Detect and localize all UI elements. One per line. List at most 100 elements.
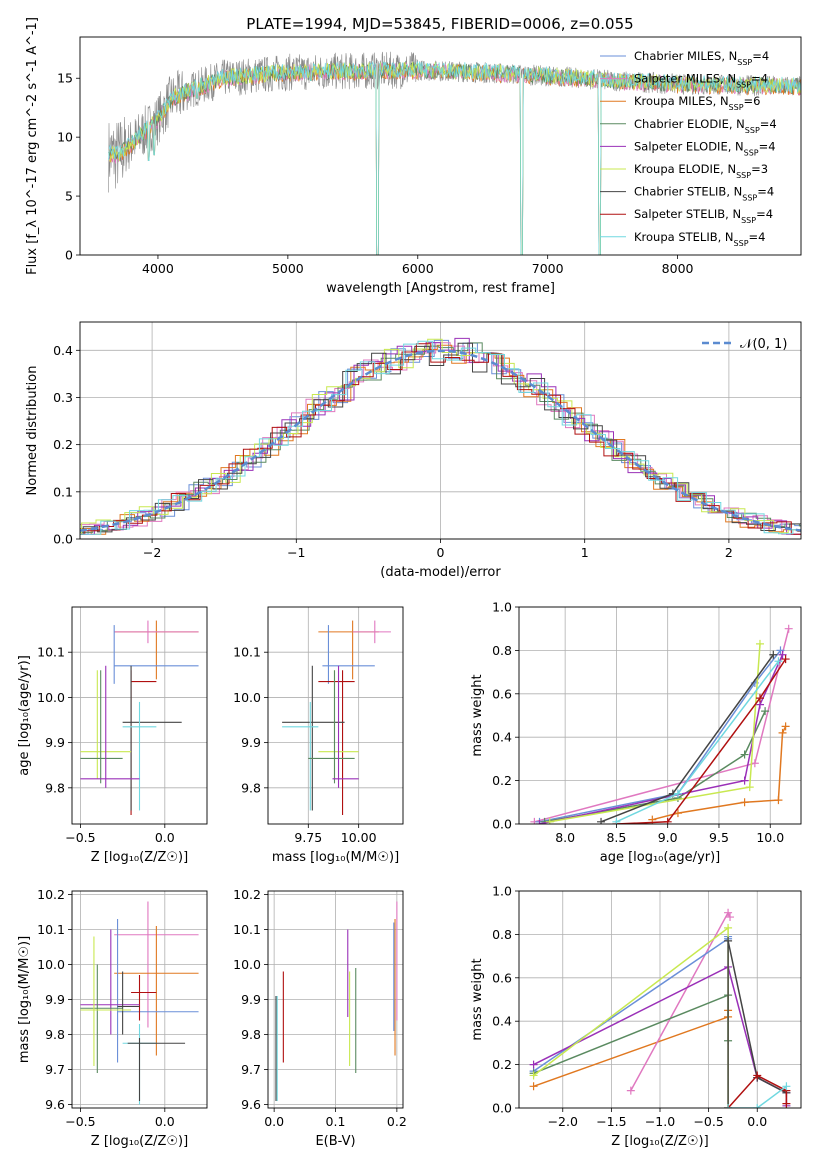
weight-point-marker bbox=[782, 1082, 791, 1091]
legend-label: Chabrier ELODIE, NSSP=4 bbox=[634, 117, 777, 135]
age_vs_Z-ytick-label: 9.9 bbox=[45, 735, 65, 750]
weight_vs_age-ytick-label: 0.4 bbox=[492, 730, 512, 745]
weight_vs_Z-frame bbox=[518, 890, 802, 1109]
weight-point-marker bbox=[774, 657, 783, 666]
weight-point-marker bbox=[740, 776, 749, 785]
residuals-xtick-label: 0 bbox=[437, 545, 445, 560]
spectrum-frame bbox=[79, 36, 802, 256]
mass_vs_Z-panel: −0.5 0.0 9.6 9.7 9.8 9.9 10.0 10.1 10.2 Z [log₁₀(… bbox=[17, 887, 208, 1149]
weight-point-marker bbox=[778, 650, 787, 659]
legend-label: Kroupa MILES, NSSP=6 bbox=[634, 94, 760, 112]
weight-point-marker bbox=[753, 1104, 762, 1108]
weight_vs_Z-plot-area bbox=[529, 908, 791, 1108]
weight-point-marker bbox=[781, 722, 790, 731]
age_vs_mass-ytick-label: 10.0 bbox=[233, 690, 261, 705]
mass_vs_ebv-frame bbox=[267, 890, 404, 1109]
weight-point-marker bbox=[673, 789, 682, 798]
weight_vs_Z-xtick-label: 0.0 bbox=[747, 1114, 767, 1129]
weight-point-marker bbox=[724, 936, 733, 945]
weight-point-marker bbox=[784, 624, 793, 633]
weight_vs_age-xtick-label: 9.5 bbox=[709, 830, 729, 845]
residuals-plot-area bbox=[80, 337, 801, 535]
legend-label: Salpeter MILES, NSSP=4 bbox=[634, 72, 768, 90]
residuals-panel: −2 −1 0 1 2 0.0 0.1 0.2 0.3 0.4 (data-model)/error… bbox=[25, 321, 802, 580]
weight-series-line bbox=[727, 940, 787, 1108]
mass_vs_Z-frame bbox=[71, 890, 208, 1109]
spectrum-xtick-label: 4000 bbox=[142, 261, 174, 276]
weight-point-marker bbox=[740, 750, 749, 759]
spectrum-ytick-label: 15 bbox=[57, 71, 73, 86]
residuals-xtick-label: −1 bbox=[287, 545, 305, 560]
mass_vs_Z-ytick-label: 9.8 bbox=[45, 1027, 65, 1042]
weight-point-marker bbox=[724, 923, 733, 932]
weight-point-marker bbox=[782, 1099, 791, 1108]
weight_vs_age-panel: 8.0 8.5 9.0 9.5 10.0 0.0 0.2 0.4 0.6 0.8 1.0 age [l… bbox=[470, 600, 802, 865]
mass_vs_Z-ytick-label: 10.2 bbox=[37, 887, 65, 902]
weight-point-marker bbox=[597, 817, 606, 824]
weight_vs_Z-panel: −2.0 −1.5 −1.0 −0.5 0.0 0.0 0.2 0.4 0.6 0.8 1.0 Z [… bbox=[470, 884, 802, 1149]
spectrum-ytick-label: 0 bbox=[65, 248, 73, 263]
age_vs_mass-ytick-label: 9.9 bbox=[241, 735, 261, 750]
weight_vs_age-xtick-label: 8.0 bbox=[555, 830, 575, 845]
spectrum-xtick-label: 7000 bbox=[532, 261, 564, 276]
weight-point-marker bbox=[740, 798, 749, 807]
mass_vs_ebv-ytick-label: 10.2 bbox=[233, 887, 261, 902]
age_vs_Z-ytick-label: 10.0 bbox=[37, 690, 65, 705]
weight-point-marker bbox=[781, 655, 790, 664]
weight-point-marker bbox=[535, 820, 544, 824]
weight_vs_Z-xlabel: Z [log₁₀(Z/Z☉)] bbox=[611, 1134, 708, 1149]
weight-point-marker bbox=[755, 694, 764, 703]
weight-series-line bbox=[616, 658, 787, 824]
residuals-xtick-label: 2 bbox=[725, 545, 733, 560]
weight_vs_age-ytick-label: 0.0 bbox=[492, 817, 512, 832]
weight-series-line bbox=[630, 911, 731, 1091]
legend-label: Salpeter STELIB, NSSP=4 bbox=[634, 207, 773, 225]
residuals-xlabel: (data-model)/error bbox=[380, 565, 501, 580]
spectrum-model-line bbox=[108, 60, 801, 255]
residuals-frame bbox=[79, 321, 802, 540]
weight-series-line bbox=[727, 1074, 788, 1108]
weight_vs_age-ytick-label: 0.2 bbox=[492, 773, 512, 788]
residuals-xtick-label: −2 bbox=[143, 545, 161, 560]
residuals-ytick-label: 0.1 bbox=[53, 484, 73, 499]
spectrum-panel: 4000 5000 6000 7000 8000 0 5 10 15 wavelength [An… bbox=[25, 17, 802, 296]
legend-label: Chabrier STELIB, NSSP=4 bbox=[634, 185, 774, 203]
mass_vs_Z-plot-area bbox=[80, 901, 199, 1105]
age_vs_mass-frame bbox=[267, 606, 404, 825]
weight-point-marker bbox=[726, 913, 735, 922]
spectrum-ytick-label: 5 bbox=[65, 189, 73, 204]
mass_vs_ebv-ytick-label: 9.6 bbox=[241, 1097, 261, 1112]
mass_vs_Z-ytick-label: 9.9 bbox=[45, 992, 65, 1007]
weight_vs_age-xlabel: age [log₁₀(age/yr)] bbox=[600, 850, 721, 865]
legend-label: Kroupa STELIB, NSSP=4 bbox=[634, 230, 765, 248]
histogram-series bbox=[80, 338, 801, 535]
mass_vs_ebv-ytick-label: 9.8 bbox=[241, 1027, 261, 1042]
histogram-series bbox=[80, 342, 801, 535]
spectrum-xlabel: wavelength [Angstrom, rest frame] bbox=[326, 281, 555, 296]
weight-series-line bbox=[544, 710, 766, 823]
mass_vs_Z-ytick-label: 10.1 bbox=[37, 922, 65, 937]
weight_vs_age-ytick-label: 0.6 bbox=[492, 686, 512, 701]
weight_vs_age-ylabel: mass weight bbox=[470, 674, 485, 756]
mass_vs_ebv-panel: 0.0 0.1 0.2 9.6 9.7 9.8 9.9 10.0 10.1 10.2 E(B-V) bbox=[233, 887, 407, 1149]
age_vs_Z-ylabel: age [log₁₀(age/yr)] bbox=[17, 655, 32, 776]
age_vs_mass-xtick-label: 9.75 bbox=[294, 830, 322, 845]
weight_vs_Z-xtick-label: −1.0 bbox=[645, 1114, 675, 1129]
weight_vs_Z-ytick-label: 0.6 bbox=[492, 970, 512, 985]
histogram-series bbox=[80, 342, 801, 533]
weight-point-marker bbox=[529, 1060, 538, 1069]
age_vs_Z-xtick-label: −0.5 bbox=[65, 830, 95, 845]
weight-point-marker bbox=[750, 759, 759, 768]
age_vs_mass-xtick-label: 10.00 bbox=[341, 830, 377, 845]
age_vs_mass-plot-area bbox=[282, 620, 391, 815]
residuals-ytick-label: 0.3 bbox=[53, 390, 73, 405]
weight_vs_Z-ytick-label: 1.0 bbox=[492, 884, 512, 899]
age_vs_Z-plot-area bbox=[80, 620, 199, 815]
weight-point-marker bbox=[774, 796, 783, 805]
weight_vs_age-xtick-label: 9.0 bbox=[658, 830, 678, 845]
mass_vs_Z-xlabel: Z [log₁₀(Z/Z☉)] bbox=[91, 1134, 188, 1149]
gaussian-legend-label: 𝒩(0, 1) bbox=[740, 337, 787, 352]
mass_vs_Z-ytick-label: 9.6 bbox=[45, 1097, 65, 1112]
spectrum-xtick-label: 8000 bbox=[662, 261, 694, 276]
weight-point-marker bbox=[612, 817, 621, 824]
